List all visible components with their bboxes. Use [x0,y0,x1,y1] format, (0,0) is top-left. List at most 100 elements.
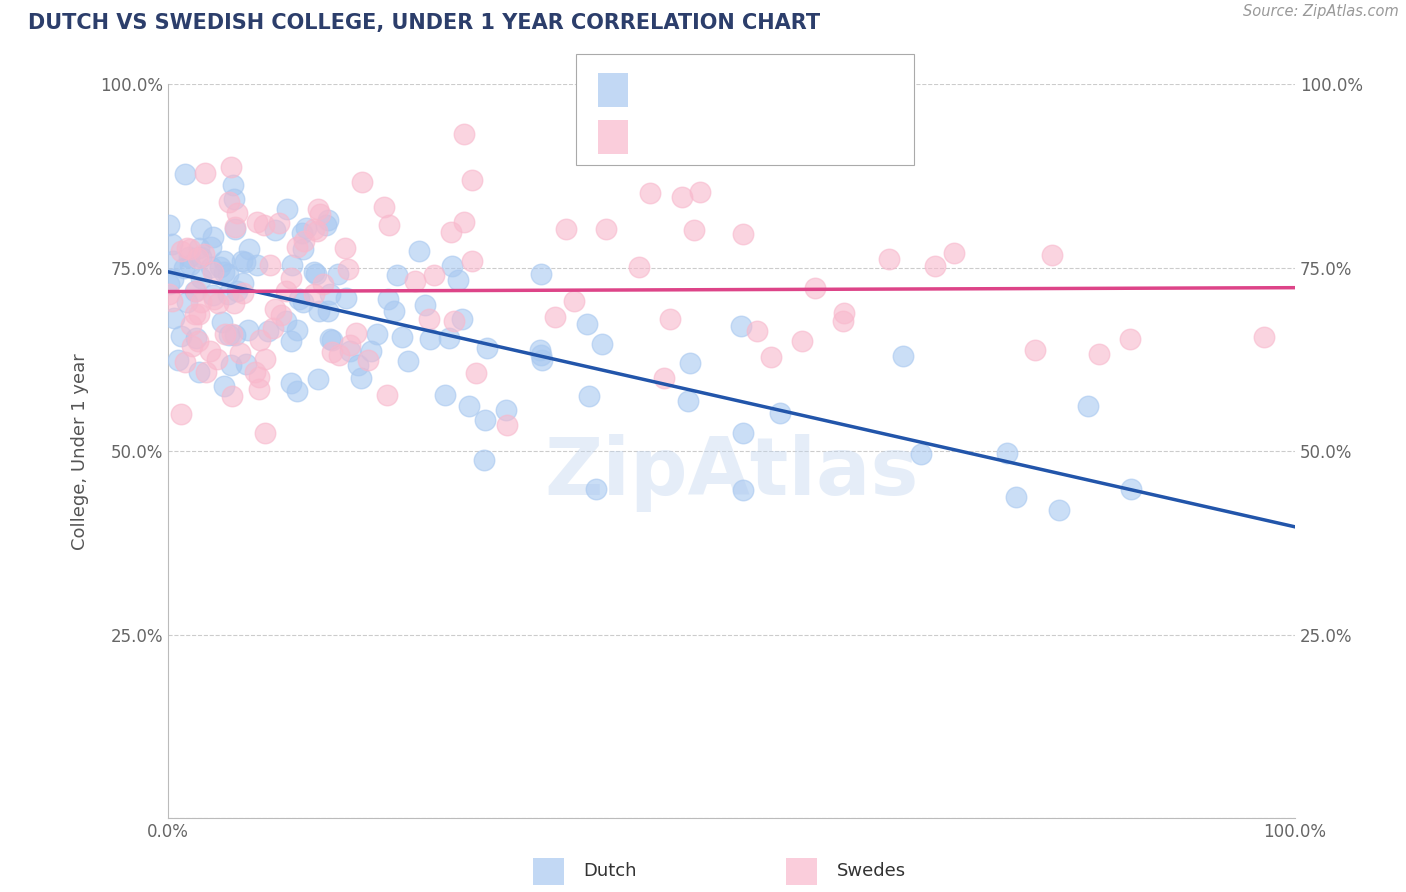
Swedes [640,186,662,201]
Text: -0.023: -0.023 [676,129,741,147]
Swedes [224,220,246,235]
Text: Swedes: Swedes [837,863,905,880]
Dutch [160,237,183,252]
Dutch [232,276,254,290]
Swedes [453,127,475,141]
Dutch [530,353,553,368]
Swedes [344,326,367,340]
Swedes [1024,343,1046,358]
Swedes [222,295,245,310]
Swedes [253,426,276,441]
Dutch [893,349,915,363]
Swedes [595,222,617,236]
Swedes [292,234,315,248]
Dutch [184,331,207,345]
Dutch [173,260,195,275]
Dutch [236,323,259,337]
Swedes [170,407,193,421]
Dutch [910,448,932,462]
Dutch [218,328,240,343]
Swedes [658,312,681,326]
Swedes [333,241,356,255]
Text: N =: N = [749,129,789,147]
Swedes [198,343,221,358]
Dutch [576,317,599,331]
Swedes [170,244,193,258]
Swedes [262,321,284,335]
Swedes [302,287,325,301]
Dutch [222,178,245,193]
Swedes [184,285,207,299]
Text: -0.382: -0.382 [676,82,741,100]
Dutch [679,356,702,370]
Swedes [174,354,197,368]
Swedes [207,295,229,310]
Dutch [437,330,460,344]
Dutch [447,273,470,287]
Dutch [1077,400,1099,414]
Swedes [193,247,215,261]
Swedes [181,339,204,353]
Swedes [1040,248,1063,262]
Dutch [458,399,481,413]
Dutch [316,212,339,227]
Swedes [461,253,484,268]
Swedes [254,351,277,366]
Swedes [1119,332,1142,346]
Swedes [307,202,329,216]
Swedes [879,252,901,266]
Dutch [318,287,340,301]
Swedes [328,349,350,363]
Swedes [221,389,243,403]
Dutch [224,192,246,206]
Dutch [238,242,260,256]
Dutch [676,393,699,408]
Dutch [219,359,242,373]
Dutch [274,314,297,328]
Swedes [302,221,325,235]
Swedes [804,281,827,295]
Dutch [157,219,180,233]
Swedes [229,346,252,360]
Swedes [834,306,856,320]
Swedes [195,365,218,379]
Dutch [276,202,298,216]
Dutch [257,324,280,338]
Swedes [246,215,269,229]
Dutch [291,227,314,241]
Text: Source: ZipAtlas.com: Source: ZipAtlas.com [1243,4,1399,20]
Swedes [160,294,183,309]
Dutch [450,312,472,326]
Dutch [190,222,212,236]
Swedes [194,166,217,180]
Swedes [190,295,212,310]
Dutch [769,406,792,420]
Dutch [179,258,201,272]
Dutch [346,358,368,372]
Swedes [443,314,465,328]
Dutch [474,413,496,427]
Dutch [190,250,212,264]
Dutch [224,327,246,342]
Dutch [382,303,405,318]
Swedes [225,205,247,219]
Swedes [247,370,270,384]
Dutch [157,277,180,291]
Swedes [219,160,242,174]
Swedes [264,302,287,317]
Swedes [214,326,236,341]
Text: Dutch: Dutch [583,863,637,880]
Dutch [208,260,231,274]
Dutch [245,258,267,272]
Swedes [759,351,782,365]
Dutch [733,483,755,497]
Dutch [307,372,329,386]
Y-axis label: College, Under 1 year: College, Under 1 year [72,353,89,549]
Dutch [350,371,373,385]
Swedes [253,219,276,233]
Swedes [465,367,488,381]
Dutch [217,287,239,301]
Swedes [453,215,475,229]
Dutch [315,219,337,233]
Swedes [652,370,675,384]
